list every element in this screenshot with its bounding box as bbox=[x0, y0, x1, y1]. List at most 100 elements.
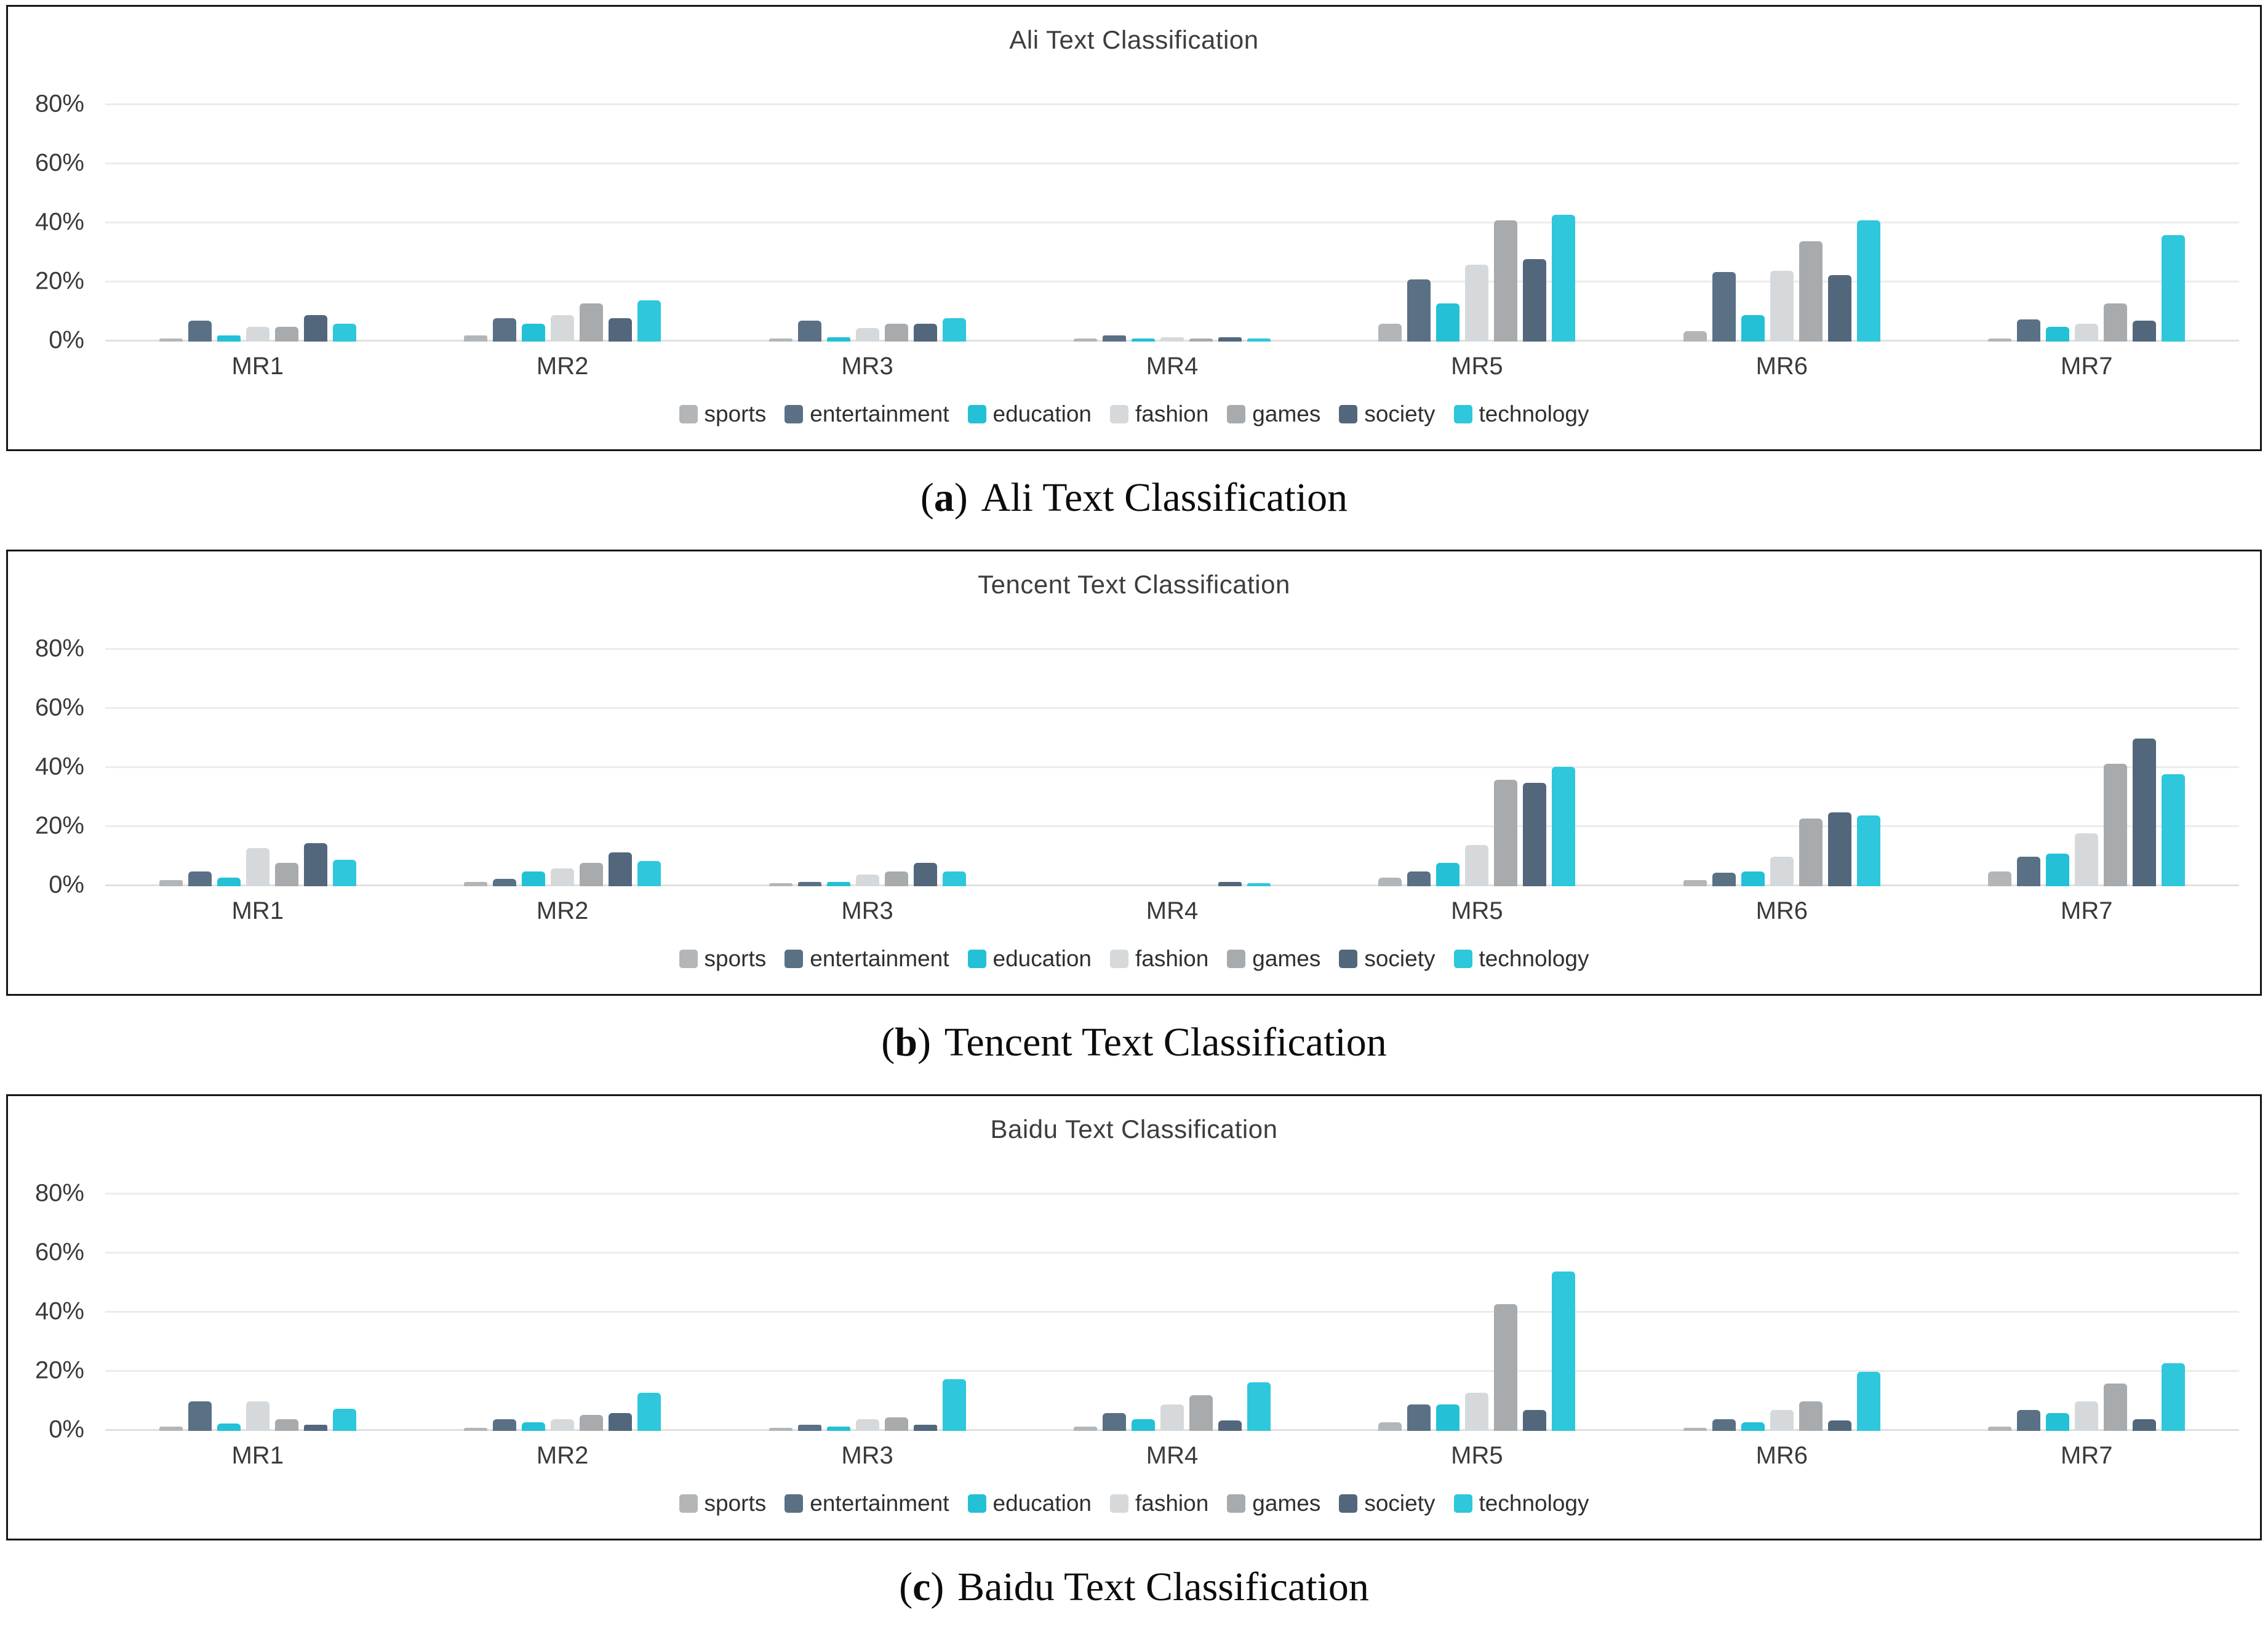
bar-sports-mr4 bbox=[1073, 1426, 1097, 1431]
legend-label-entertainment: entertainment bbox=[810, 946, 949, 971]
bar-fashion-mr2 bbox=[551, 1419, 575, 1431]
bar-entertainment-mr3 bbox=[797, 1425, 821, 1431]
bar-group-mr5 bbox=[1325, 615, 1680, 886]
bar-games-mr4 bbox=[1189, 1395, 1213, 1431]
gridline-80: 80% bbox=[35, 635, 2239, 662]
bar-entertainment-mr6 bbox=[1712, 272, 1736, 342]
bar-sports-mr1 bbox=[159, 338, 183, 342]
bar-society-mr2 bbox=[609, 852, 633, 886]
bar-sports-mr3 bbox=[769, 883, 793, 886]
bar-sports-mr6 bbox=[1683, 331, 1707, 342]
bar-technology-mr2 bbox=[637, 300, 709, 342]
bar-games-mr2 bbox=[580, 303, 604, 342]
bar-group-mr1 bbox=[105, 71, 410, 342]
bar-group-mr1 bbox=[105, 1160, 410, 1431]
bar-fashion-mr5 bbox=[1465, 265, 1489, 342]
bar-society-mr4 bbox=[1218, 1420, 1242, 1431]
legend-swatch-games bbox=[1227, 1494, 1246, 1513]
bar-games-mr2 bbox=[580, 862, 604, 886]
bar-games-mr4 bbox=[1189, 338, 1213, 342]
caption-letter: b bbox=[895, 1020, 917, 1065]
caption-text: Tencent Text Classification bbox=[944, 1020, 1387, 1065]
legend: sports entertainment education fashion games… bbox=[8, 401, 2260, 427]
bar-society-mr4 bbox=[1218, 881, 1242, 886]
bar-games-mr2 bbox=[580, 1414, 604, 1431]
bar-fashion-mr5 bbox=[1465, 1392, 1489, 1431]
bar-plot: 0% 20% 40% 60% 80% bbox=[35, 71, 2268, 354]
bar-society-mr6 bbox=[1827, 275, 1851, 342]
y-tick-label: 40% bbox=[34, 208, 84, 236]
bar-technology-mr5 bbox=[1552, 1271, 1709, 1431]
bar-group-mr6 bbox=[1629, 1160, 1941, 1431]
bar-technology-mr3 bbox=[942, 871, 966, 886]
legend-item-entertainment: entertainment bbox=[785, 946, 949, 972]
y-tick-label: 20% bbox=[34, 812, 84, 839]
bar-education-mr2 bbox=[522, 871, 546, 886]
legend-swatch-technology bbox=[1453, 405, 1472, 423]
legend-label-sports: sports bbox=[704, 401, 767, 427]
legend-label-entertainment: entertainment bbox=[810, 401, 949, 427]
bar-education-mr5 bbox=[1436, 862, 1460, 886]
bar-fashion-mr7 bbox=[2075, 1401, 2099, 1431]
bar-sports-mr6 bbox=[1683, 880, 1707, 886]
bar-games-mr1 bbox=[274, 327, 298, 342]
bar-group-mr4 bbox=[1020, 71, 1324, 342]
bar-entertainment-mr5 bbox=[1407, 1404, 1431, 1431]
legend-item-education: education bbox=[967, 946, 1092, 972]
y-tick-label: 80% bbox=[34, 1179, 84, 1207]
y-tick-label: 20% bbox=[34, 1356, 84, 1384]
legend-label-technology: technology bbox=[1479, 401, 1589, 427]
caption-letter: c bbox=[912, 1564, 931, 1609]
legend-item-entertainment: entertainment bbox=[785, 1491, 949, 1516]
bar-education-mr5 bbox=[1436, 303, 1460, 342]
caption-paren-open: ( bbox=[881, 1020, 895, 1065]
bar-drop-shadow bbox=[1866, 1388, 1941, 1431]
legend-item-fashion: fashion bbox=[1109, 401, 1208, 427]
bar-sports-mr3 bbox=[769, 1428, 793, 1431]
bar-drop-shadow bbox=[1256, 1395, 1324, 1431]
chart-panel-ali: Ali Text Classification 0% 20% 40% 60% 80% M… bbox=[6, 5, 2268, 451]
bar-education-mr1 bbox=[217, 877, 241, 886]
legend: sports entertainment education fashion games… bbox=[8, 1491, 2260, 1516]
bar-drop-shadow bbox=[2171, 265, 2268, 342]
legend-swatch-technology bbox=[1453, 1494, 1472, 1513]
bar-drop-shadow bbox=[342, 867, 394, 886]
bar-society-mr2 bbox=[609, 318, 633, 342]
x-category-label-mr3: MR3 bbox=[841, 1442, 893, 1469]
bar-fashion-mr1 bbox=[246, 847, 270, 886]
bar-society-mr5 bbox=[1523, 258, 1547, 342]
bar-sports-mr7 bbox=[1988, 338, 2012, 342]
bar-technology-mr1 bbox=[332, 324, 356, 342]
figure-caption-c: (c) Baidu Text Classification bbox=[0, 1540, 2268, 1634]
gridline-40: 40% bbox=[35, 753, 2239, 780]
bar-fashion-mr3 bbox=[855, 328, 879, 342]
bar-education-mr6 bbox=[1741, 1422, 1765, 1431]
bar-education-mr4 bbox=[1131, 338, 1155, 342]
bar-education-mr1 bbox=[217, 1424, 241, 1431]
legend-label-education: education bbox=[992, 401, 1092, 427]
bar-group-mr3 bbox=[715, 71, 1020, 342]
bar-group-mr7 bbox=[1935, 71, 2268, 342]
x-category-label-mr5: MR5 bbox=[1451, 1442, 1503, 1469]
bar-entertainment-mr6 bbox=[1712, 873, 1736, 886]
gridline-40: 40% bbox=[35, 209, 2239, 236]
y-tick-label: 0% bbox=[49, 326, 84, 354]
x-category-label-mr3: MR3 bbox=[841, 353, 893, 380]
legend-label-games: games bbox=[1252, 401, 1321, 427]
legend-swatch-education bbox=[967, 1494, 986, 1513]
bar-group-mr5 bbox=[1325, 71, 1685, 342]
y-tick-label: 0% bbox=[49, 871, 84, 899]
bar-technology-mr2 bbox=[637, 861, 698, 886]
legend-item-fashion: fashion bbox=[1109, 1491, 1208, 1516]
bar-entertainment-mr2 bbox=[493, 879, 517, 886]
bar-drop-shadow bbox=[952, 324, 1002, 342]
legend-item-games: games bbox=[1227, 1491, 1320, 1516]
bar-fashion-mr3 bbox=[855, 874, 879, 886]
bar-sports-mr7 bbox=[1988, 1426, 2012, 1431]
bar-education-mr7 bbox=[2046, 854, 2070, 886]
legend-swatch-games bbox=[1227, 950, 1246, 968]
bar-drop-shadow bbox=[647, 868, 698, 886]
bar-entertainment-mr2 bbox=[493, 1419, 517, 1431]
legend-swatch-entertainment bbox=[785, 405, 804, 423]
bar-group-mr3 bbox=[715, 1160, 1022, 1431]
